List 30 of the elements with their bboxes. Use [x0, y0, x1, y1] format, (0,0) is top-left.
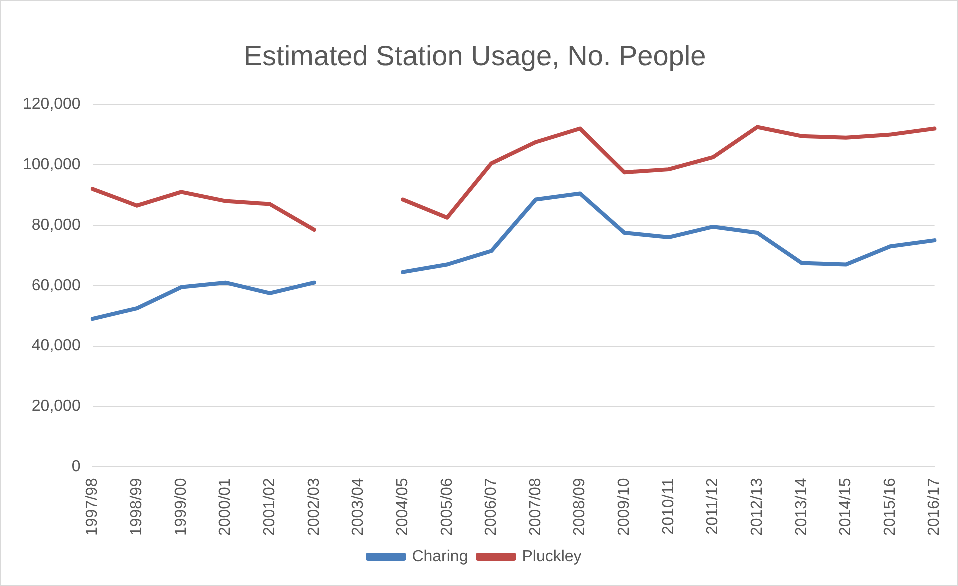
x-tick-label: 2012/13: [748, 478, 766, 536]
x-tick-label: 2015/16: [882, 478, 899, 536]
x-tick-label: 2010/11: [660, 478, 678, 535]
x-tick-label: 2008/09: [572, 478, 589, 536]
x-tick-label: 2000/01: [217, 478, 234, 536]
y-tick-label: 120,000: [22, 96, 81, 114]
y-tick-label: 60,000: [32, 277, 81, 294]
chart-title: Estimated Station Usage, No. People: [244, 40, 706, 72]
x-tick-label: 2007/08: [527, 478, 544, 536]
x-tick-label: 2003/04: [350, 478, 368, 536]
x-tick-label: 2001/02: [262, 478, 278, 536]
x-tick-label: 1998/99: [128, 478, 146, 536]
x-tick-label: 2013/14: [793, 478, 810, 536]
y-tick-label: 0: [72, 458, 81, 476]
x-tick-label: 1997/98: [84, 478, 102, 536]
legend-label: Pluckley: [522, 548, 582, 566]
x-tick-label: 2005/06: [438, 478, 456, 536]
legend-label: Charing: [412, 548, 468, 566]
y-tick-label: 20,000: [32, 398, 81, 416]
y-tick-label: 80,000: [32, 216, 81, 234]
x-tick-label: 1999/00: [172, 478, 190, 536]
x-tick-label: 2011/12: [704, 478, 722, 535]
y-tick-label: 40,000: [32, 338, 81, 355]
x-tick-label: 2016/17: [926, 478, 944, 536]
x-tick-label: 2014/15: [838, 478, 855, 536]
x-tick-label: 2002/03: [306, 478, 323, 536]
y-tick-label: 100,000: [22, 156, 81, 174]
x-tick-label: 2009/10: [616, 478, 634, 536]
x-tick-label: 2004/05: [394, 478, 412, 536]
x-tick-label: 2006/07: [483, 478, 500, 536]
